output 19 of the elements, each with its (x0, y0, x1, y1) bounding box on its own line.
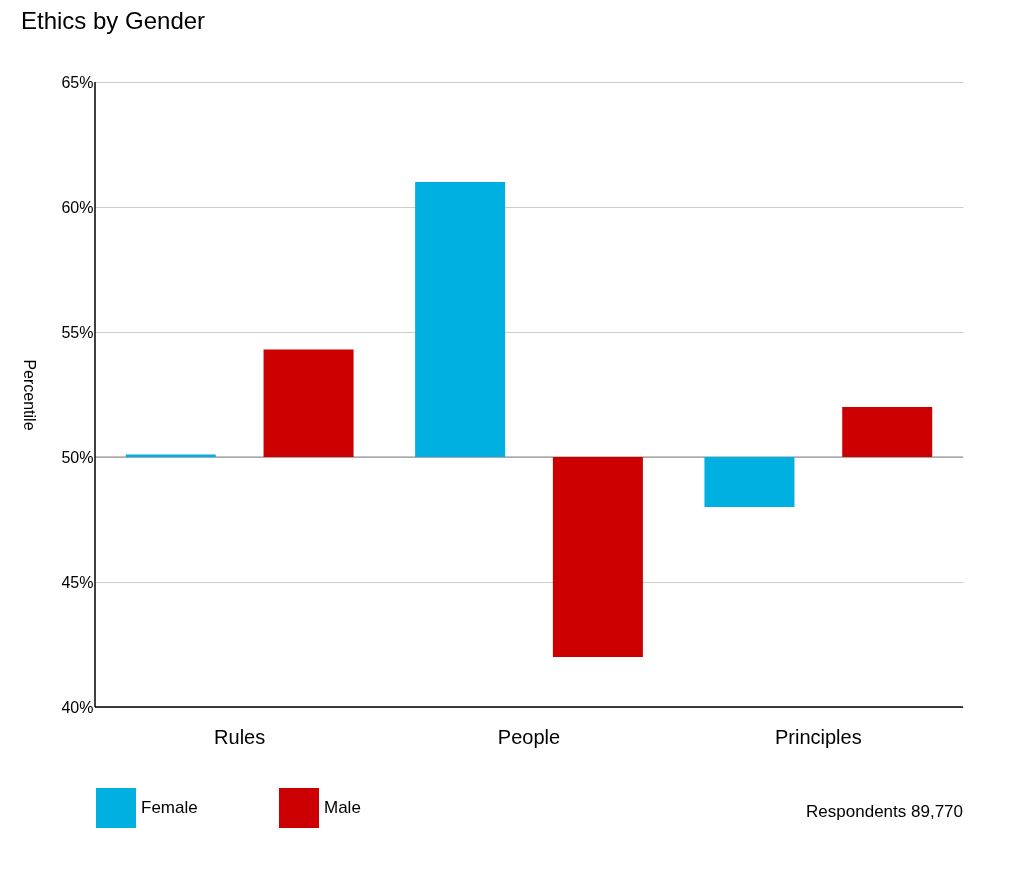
legend-label: Male (324, 798, 361, 817)
y-tick-label: 65% (61, 73, 94, 91)
y-tick-label: 45% (61, 573, 94, 591)
bar (552, 457, 643, 657)
x-tick-label: People (497, 725, 561, 748)
legend-label: Female (141, 798, 198, 817)
bar (842, 407, 933, 457)
x-tick-label: Principles (774, 725, 862, 748)
y-tick-label: 40% (61, 698, 94, 716)
bar (415, 182, 506, 457)
y-tick-label: 60% (61, 198, 94, 216)
x-tick-label: Rules (214, 725, 266, 748)
bar (704, 457, 795, 507)
text: Respondents 89,770 (806, 802, 963, 821)
bar (263, 349, 354, 457)
y-tick-label: 50% (61, 448, 94, 466)
y-axis-title: Percentile (21, 359, 39, 431)
chart-title: Ethics by Gender (20, 7, 206, 34)
y-tick-label: 55% (61, 323, 94, 341)
